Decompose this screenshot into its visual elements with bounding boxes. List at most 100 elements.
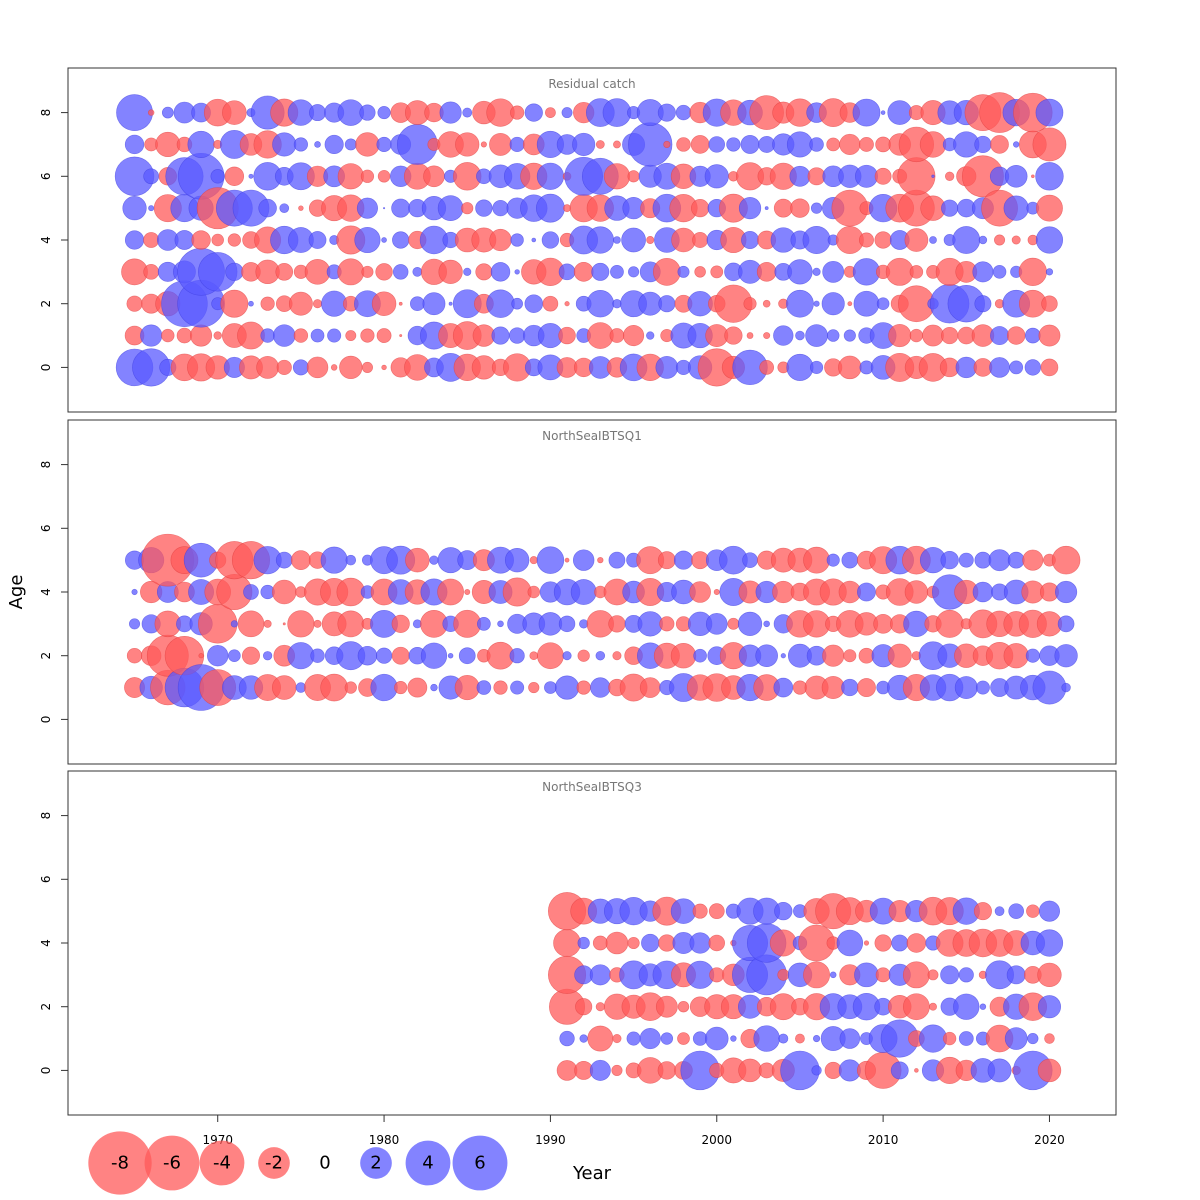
bubble-positive <box>812 267 821 276</box>
bubble-positive <box>187 130 215 159</box>
bubble-negative <box>126 295 143 312</box>
bubble-negative <box>376 328 392 343</box>
bubble-positive <box>310 328 325 343</box>
bubble-positive <box>391 198 411 218</box>
bubble-positive <box>439 101 462 124</box>
bubble-negative <box>710 265 724 279</box>
bubble-negative <box>575 998 593 1016</box>
bubble-positive <box>940 965 960 985</box>
x-axis-label: Year <box>572 1163 612 1184</box>
bubble-negative <box>454 675 480 701</box>
bubble-positive <box>544 681 557 694</box>
bubble-negative <box>489 133 512 156</box>
bubble-negative <box>355 132 380 157</box>
bubble-negative <box>587 1025 614 1052</box>
bubble-positive <box>940 550 959 570</box>
bubble-positive <box>705 1026 729 1051</box>
bubble-negative <box>312 299 323 309</box>
bubble-negative <box>897 157 936 196</box>
bubble-positive <box>429 555 439 565</box>
bubble-negative <box>1041 295 1058 312</box>
bubble-negative <box>464 589 471 595</box>
bubble-negative <box>558 326 576 345</box>
bubble-positive <box>841 551 859 569</box>
bubble-negative <box>627 170 640 183</box>
bubble-positive <box>509 648 525 664</box>
bubble-positive <box>535 193 565 223</box>
bubble-positive <box>610 264 624 279</box>
bubble-negative <box>694 266 706 278</box>
bubble-positive <box>309 104 326 122</box>
bubble-positive <box>1035 929 1064 957</box>
bubble-positive <box>1061 682 1071 693</box>
bubble-positive <box>260 328 275 343</box>
bubble-negative <box>612 651 622 661</box>
bubble-negative <box>126 648 143 664</box>
bubble-positive <box>589 1059 611 1081</box>
legend-bubble <box>199 1140 245 1186</box>
bubble-positive <box>314 141 321 148</box>
bubble-negative <box>527 585 540 599</box>
bubble-positive <box>458 647 476 665</box>
bubble-positive <box>577 936 590 950</box>
bubble-positive <box>613 236 621 244</box>
bubble-positive <box>628 266 640 278</box>
bubble-negative <box>224 166 245 186</box>
bubble-positive <box>1057 615 1075 633</box>
bubble-negative <box>874 167 892 185</box>
y-tick-label: 0 <box>39 1067 53 1075</box>
bubble-positive <box>1035 98 1064 127</box>
bubble-positive <box>510 233 524 247</box>
bubble-negative <box>399 334 403 338</box>
bubble-positive <box>230 620 238 628</box>
bubble-negative <box>461 202 474 215</box>
bubble-negative <box>885 257 914 286</box>
bubble-positive <box>572 549 595 571</box>
bubble-negative <box>586 322 614 349</box>
bubble-positive <box>292 359 309 376</box>
bubble-positive <box>243 584 259 600</box>
bubble-positive <box>510 680 525 695</box>
bubble-negative <box>887 643 912 668</box>
bubble-negative <box>577 649 590 662</box>
bubble-negative <box>220 289 249 318</box>
bubble-negative <box>143 264 159 280</box>
bubble-positive <box>430 683 438 692</box>
bubble-positive <box>764 206 769 211</box>
bubble-negative <box>528 681 540 694</box>
bubble-positive <box>409 296 425 312</box>
bubble-negative <box>260 296 275 311</box>
bubble-positive <box>1006 965 1026 985</box>
bubble-negative <box>1007 326 1026 345</box>
bubble-positive <box>955 356 977 379</box>
bubble-negative <box>377 170 391 183</box>
bubble-positive <box>572 132 596 156</box>
bubble-positive <box>562 651 572 661</box>
bubble-positive <box>559 1030 575 1047</box>
bubble-negative <box>291 550 311 571</box>
bubble-positive <box>207 645 229 667</box>
bubble-positive <box>293 137 308 152</box>
bubble-negative <box>147 109 155 116</box>
bubble-negative <box>773 198 793 218</box>
bubble-positive <box>780 653 786 659</box>
bubble-negative <box>670 642 697 669</box>
y-tick-label: 6 <box>39 524 53 532</box>
bubble-negative <box>304 259 331 285</box>
legend-bubble <box>452 1135 508 1191</box>
legend-bubble <box>258 1147 290 1179</box>
bubble-negative <box>605 931 629 955</box>
bubble-positive <box>1009 360 1024 375</box>
bubble-negative <box>692 903 708 919</box>
bubble-positive <box>738 197 762 220</box>
bubble-negative <box>874 934 892 952</box>
bubble-positive <box>821 292 845 316</box>
bubble-negative <box>407 677 428 698</box>
bubble-positive <box>994 906 1005 916</box>
bubble-negative <box>727 617 740 630</box>
bubble-negative <box>746 332 754 339</box>
bubble-negative <box>381 364 387 371</box>
bubble-negative <box>391 614 410 633</box>
y-tick-label: 4 <box>39 236 53 244</box>
bubble-positive <box>1007 551 1025 569</box>
